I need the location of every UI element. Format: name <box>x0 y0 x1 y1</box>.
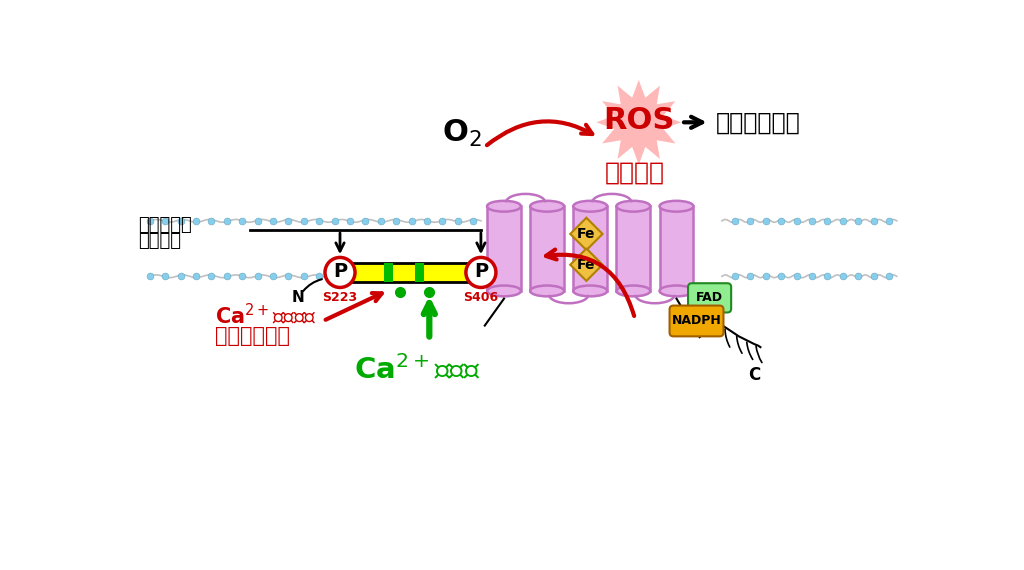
Bar <box>487 206 521 291</box>
Text: S406: S406 <box>463 291 499 304</box>
Polygon shape <box>596 80 681 165</box>
Text: リン酸化: リン酸化 <box>138 232 181 250</box>
Ellipse shape <box>616 286 650 296</box>
Ellipse shape <box>487 286 521 296</box>
Ellipse shape <box>530 201 564 211</box>
Ellipse shape <box>659 201 693 211</box>
Text: N: N <box>292 290 305 306</box>
Text: C: C <box>749 366 761 384</box>
Text: Ca$^{2+}$に対する: Ca$^{2+}$に対する <box>215 302 317 327</box>
Ellipse shape <box>616 201 650 211</box>
Circle shape <box>325 258 355 287</box>
Bar <box>573 206 607 291</box>
Ellipse shape <box>530 286 564 296</box>
Ellipse shape <box>573 201 607 211</box>
Text: Fe: Fe <box>578 227 596 241</box>
Text: P: P <box>333 262 347 281</box>
Ellipse shape <box>573 286 607 296</box>
Bar <box>340 263 481 282</box>
Bar <box>415 263 424 282</box>
Text: O$_2$: O$_2$ <box>441 119 481 149</box>
Bar <box>384 263 393 282</box>
FancyBboxPatch shape <box>688 283 731 312</box>
Bar <box>659 206 693 291</box>
Text: NADPH: NADPH <box>672 315 721 327</box>
Text: Fe: Fe <box>578 258 596 272</box>
Text: 活性化！: 活性化！ <box>605 160 665 184</box>
Bar <box>530 206 564 291</box>
Ellipse shape <box>487 201 521 211</box>
Text: S223: S223 <box>323 291 357 304</box>
Text: 植物免疫応答: 植物免疫応答 <box>716 111 801 135</box>
Text: 親和性が上昇: 親和性が上昇 <box>215 327 290 347</box>
Text: P: P <box>474 262 488 281</box>
FancyBboxPatch shape <box>670 306 724 336</box>
Text: FAD: FAD <box>696 291 723 304</box>
Bar <box>616 206 650 291</box>
Text: 酵素による: 酵素による <box>138 217 193 234</box>
Text: Ca$^{2+}$が結合: Ca$^{2+}$が結合 <box>354 355 480 385</box>
Text: ROS: ROS <box>603 106 675 135</box>
Ellipse shape <box>659 286 693 296</box>
Circle shape <box>466 258 496 287</box>
Polygon shape <box>570 249 602 281</box>
Polygon shape <box>570 218 602 250</box>
